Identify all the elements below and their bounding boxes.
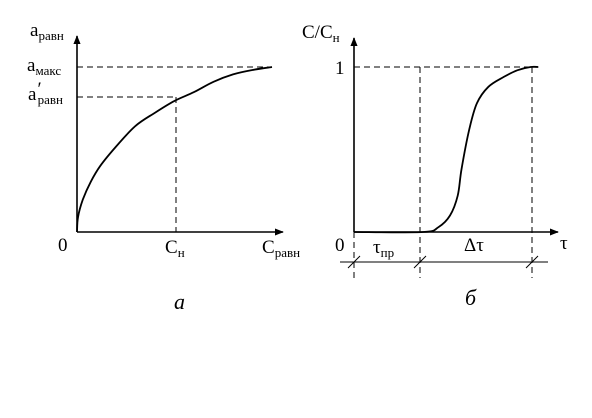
panel-a-caption: а (174, 289, 185, 314)
panel-a-origin: 0 (58, 235, 68, 256)
panel-b: C/Cн 1 0 τ τпр Δτ б (302, 22, 568, 310)
panel-b-x-axis-label: τ (560, 233, 568, 254)
panel-b-y-axis-label: C/Cн (302, 22, 340, 45)
panel-b-dim-tick-1 (413, 255, 427, 269)
panel-b-tick-one: 1 (335, 58, 345, 79)
panel-b-interval-tpr: τпр (373, 237, 394, 260)
panel-b-dim-tick-2 (525, 255, 539, 269)
panel-b-breakthrough-curve (353, 65, 539, 234)
panel-a-y-axis-label: aравн (30, 20, 64, 43)
panel-b-dim-tick-0 (347, 255, 361, 269)
panel-a-isotherm-curve (76, 66, 273, 233)
panel-a: aравн aмакс a′равн 0 Cн Cравн а (27, 20, 300, 314)
panel-b-origin: 0 (335, 235, 345, 256)
panel-b-interval-dtau: Δτ (464, 235, 484, 256)
panel-a-tick-amax: aмакс (27, 55, 61, 78)
panel-a-x-axis-label: Cравн (262, 237, 300, 260)
panel-a-tick-aeq: a′равн (28, 79, 63, 107)
panel-b-caption: б (465, 285, 477, 310)
panel-a-tick-cn: Cн (165, 237, 185, 260)
